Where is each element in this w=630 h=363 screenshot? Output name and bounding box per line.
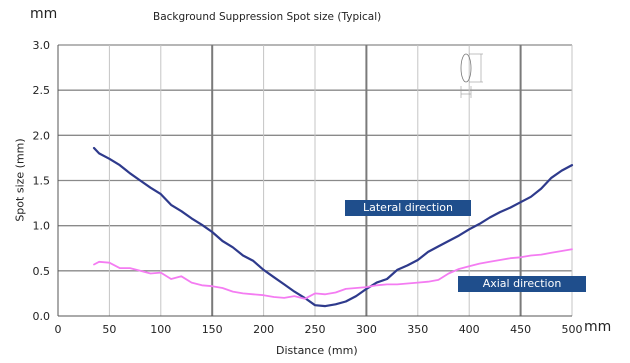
y-axis-label: Spot size (mm) <box>13 138 27 222</box>
axial-direction-label: Axial direction <box>458 276 586 292</box>
x-tick-label: 300 <box>356 323 377 336</box>
y-tick-label: 2.5 <box>33 84 51 97</box>
series-layer <box>92 146 574 308</box>
y-tick-label: 0.0 <box>33 310 51 323</box>
lateral-direction-line <box>92 146 574 308</box>
grid-layer <box>58 44 573 316</box>
x-tick-label: 100 <box>150 323 171 336</box>
axial-direction-line <box>93 248 573 300</box>
x-tick-label: 400 <box>459 323 480 336</box>
x-tick-label: 200 <box>253 323 274 336</box>
spot-diagram-icon <box>460 53 483 98</box>
axis-layer: 0.0 0.5 1.0 1.5 2.0 2.5 3.0 0 50 100 150 200 250 300 3… <box>33 39 583 336</box>
y-tick-label: 1.0 <box>33 220 51 233</box>
x-unit-label: mm <box>584 319 612 335</box>
x-tick-label: 450 <box>510 323 531 336</box>
x-tick-label: 500 <box>562 323 583 336</box>
x-tick-label: 50 <box>102 323 116 336</box>
x-tick-label: 150 <box>202 323 223 336</box>
y-tick-label: 2.0 <box>33 129 51 142</box>
y-tick-label: 0.5 <box>33 265 51 278</box>
lateral-direction-label: Lateral direction <box>345 200 471 216</box>
y-unit-label: mm <box>30 6 58 22</box>
x-tick-label: 350 <box>407 323 428 336</box>
y-tick-label: 3.0 <box>33 39 51 52</box>
x-tick-label: 0 <box>55 323 62 336</box>
y-tick-label: 1.5 <box>33 175 51 188</box>
x-axis-label: Distance (mm) <box>276 344 358 357</box>
chart-title: Background Suppression Spot size (Typica… <box>153 11 382 23</box>
x-tick-label: 250 <box>305 323 326 336</box>
